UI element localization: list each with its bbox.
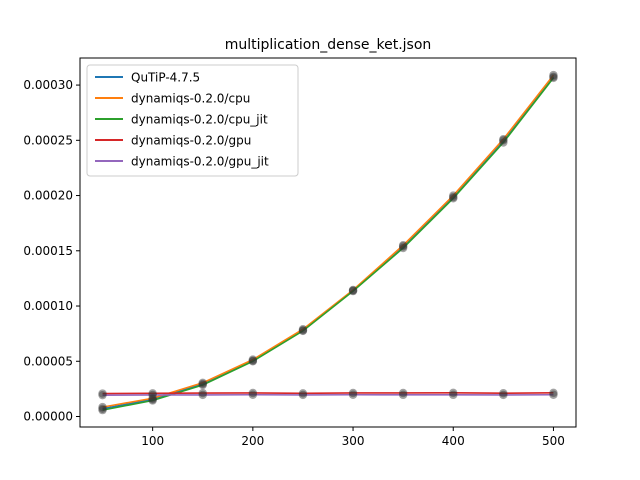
- legend-box: [86, 64, 299, 177]
- data-point: [298, 326, 308, 335]
- data-point: [499, 390, 508, 400]
- plot-frame: [79, 57, 577, 428]
- data-point: [398, 388, 408, 398]
- data-point: [398, 242, 408, 251]
- legend-label: dynamiqs-0.2.0/gpu: [131, 134, 251, 148]
- data-point: [98, 389, 107, 398]
- data-point: [198, 379, 207, 389]
- marker-layer: [98, 70, 558, 415]
- data-point: [248, 388, 258, 398]
- y-tick-label: 0.00025: [23, 133, 73, 147]
- chart-title: multiplication_dense_ket.json: [225, 37, 432, 53]
- data-point: [449, 388, 458, 398]
- y-axis: 0.00000 0.00005 0.00010 0.00015 0.00020 0.000…: [23, 78, 80, 424]
- data-point: [549, 73, 558, 83]
- x-tick-label: 200: [241, 434, 264, 448]
- data-point: [198, 388, 207, 398]
- data-point: [198, 378, 207, 388]
- data-point: [348, 286, 358, 296]
- series-line-4: [102, 392, 554, 395]
- data-point: [449, 194, 458, 203]
- legend-label: dynamiqs-0.2.0/gpu_jit: [131, 155, 269, 169]
- data-point: [549, 70, 558, 80]
- data-point: [398, 390, 408, 400]
- data-point: [549, 388, 558, 398]
- y-tick-label: 0.00020: [23, 189, 73, 203]
- data-point: [298, 390, 308, 400]
- x-tick-label: 400: [442, 434, 465, 448]
- series-layer: [102, 74, 555, 411]
- data-point: [98, 404, 107, 413]
- y-tick-label: 0.00005: [23, 354, 73, 368]
- data-point: [348, 286, 358, 295]
- data-point: [98, 402, 107, 412]
- data-point: [499, 138, 508, 147]
- data-point: [98, 405, 107, 415]
- data-point: [549, 72, 558, 81]
- data-point: [148, 394, 157, 403]
- data-point: [348, 388, 358, 398]
- data-point: [549, 390, 558, 399]
- data-point: [499, 136, 508, 145]
- data-point: [348, 390, 358, 399]
- legend-label: QuTiP-4.7.5: [131, 71, 200, 85]
- y-tick-label: 0.00030: [23, 78, 73, 92]
- series-line-2: [102, 74, 555, 408]
- x-tick-label: 100: [141, 434, 164, 448]
- data-point: [449, 191, 458, 200]
- x-tick-label: 300: [342, 434, 365, 448]
- data-point: [298, 389, 308, 398]
- data-point: [98, 390, 107, 400]
- data-point: [449, 193, 458, 202]
- data-point: [499, 388, 508, 398]
- plot-area: 100 200 300 400 500 0.000000.000050.000100.0…: [23, 57, 577, 448]
- y-tick-label: 0.00000: [23, 410, 73, 424]
- data-point: [298, 326, 308, 336]
- data-point: [248, 355, 258, 364]
- data-point: [248, 390, 258, 399]
- data-point: [148, 395, 157, 404]
- data-point: [348, 285, 358, 295]
- data-point: [499, 135, 508, 144]
- data-point: [198, 390, 207, 400]
- data-point: [449, 390, 458, 400]
- data-point: [398, 243, 408, 253]
- data-point: [248, 357, 258, 366]
- data-point: [198, 380, 207, 390]
- x-tick-label: 500: [542, 434, 565, 448]
- data-point: [248, 356, 258, 365]
- legend-label: dynamiqs-0.2.0/cpu_jit: [131, 113, 268, 127]
- data-point: [148, 389, 157, 398]
- data-point: [148, 390, 157, 400]
- data-point: [398, 241, 408, 250]
- y-tick-label: 0.00015: [23, 244, 73, 258]
- legend: QuTiP-4.7.5 dynamiqs-0.2.0/cpu dynamiqs-0.…: [86, 64, 299, 177]
- legend-label: dynamiqs-0.2.0/cpu: [131, 92, 250, 106]
- data-point: [148, 396, 157, 405]
- y-tick-label: 0.00010: [23, 299, 73, 313]
- data-point: [298, 325, 308, 334]
- x-axis: 100 200 300 400 500: [141, 427, 565, 448]
